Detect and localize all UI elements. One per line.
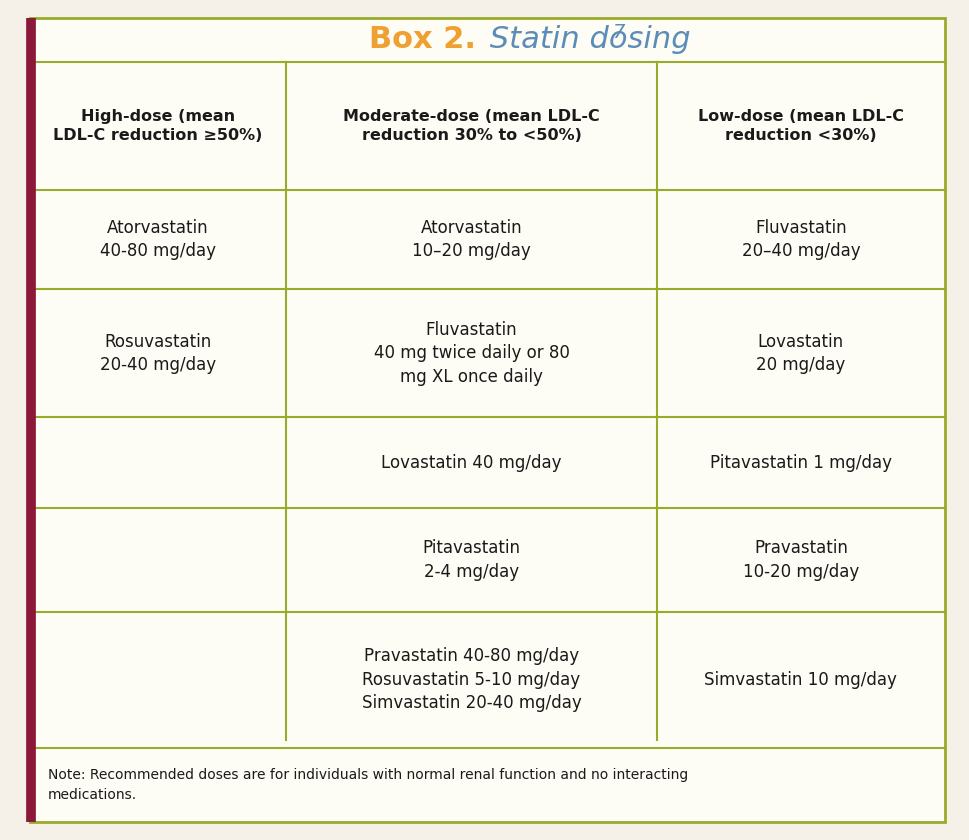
- Text: High-dose (mean
LDL-C reduction ≥50%): High-dose (mean LDL-C reduction ≥50%): [53, 108, 263, 144]
- Text: Box 2.: Box 2.: [369, 25, 476, 55]
- Text: Low-dose (mean LDL-C
reduction <30%): Low-dose (mean LDL-C reduction <30%): [698, 108, 904, 144]
- Text: Atorvastatin
40-80 mg/day: Atorvastatin 40-80 mg/day: [100, 219, 216, 260]
- Text: Moderate-dose (mean LDL-C
reduction 30% to <50%): Moderate-dose (mean LDL-C reduction 30% …: [343, 108, 600, 144]
- Text: 7: 7: [612, 23, 624, 41]
- Text: Rosuvastatin
20-40 mg/day: Rosuvastatin 20-40 mg/day: [100, 333, 216, 374]
- Text: Fluvastatin
20–40 mg/day: Fluvastatin 20–40 mg/day: [741, 219, 860, 260]
- Text: Statin dosing: Statin dosing: [480, 25, 691, 55]
- Text: Pravastatin
10-20 mg/day: Pravastatin 10-20 mg/day: [743, 539, 859, 580]
- Text: Note: Recommended doses are for individuals with normal renal function and no in: Note: Recommended doses are for individu…: [48, 769, 688, 801]
- Text: Atorvastatin
10–20 mg/day: Atorvastatin 10–20 mg/day: [412, 219, 531, 260]
- Text: Simvastatin 10 mg/day: Simvastatin 10 mg/day: [704, 671, 897, 689]
- Text: Pravastatin 40-80 mg/day
Rosuvastatin 5-10 mg/day
Simvastatin 20-40 mg/day: Pravastatin 40-80 mg/day Rosuvastatin 5-…: [361, 647, 581, 712]
- Text: Fluvastatin
40 mg twice daily or 80
mg XL once daily: Fluvastatin 40 mg twice daily or 80 mg X…: [374, 321, 570, 386]
- Text: Pitavastatin 1 mg/day: Pitavastatin 1 mg/day: [710, 454, 891, 472]
- Text: Pitavastatin
2-4 mg/day: Pitavastatin 2-4 mg/day: [422, 539, 520, 580]
- Text: Lovastatin 40 mg/day: Lovastatin 40 mg/day: [381, 454, 562, 472]
- Text: Lovastatin
20 mg/day: Lovastatin 20 mg/day: [756, 333, 846, 374]
